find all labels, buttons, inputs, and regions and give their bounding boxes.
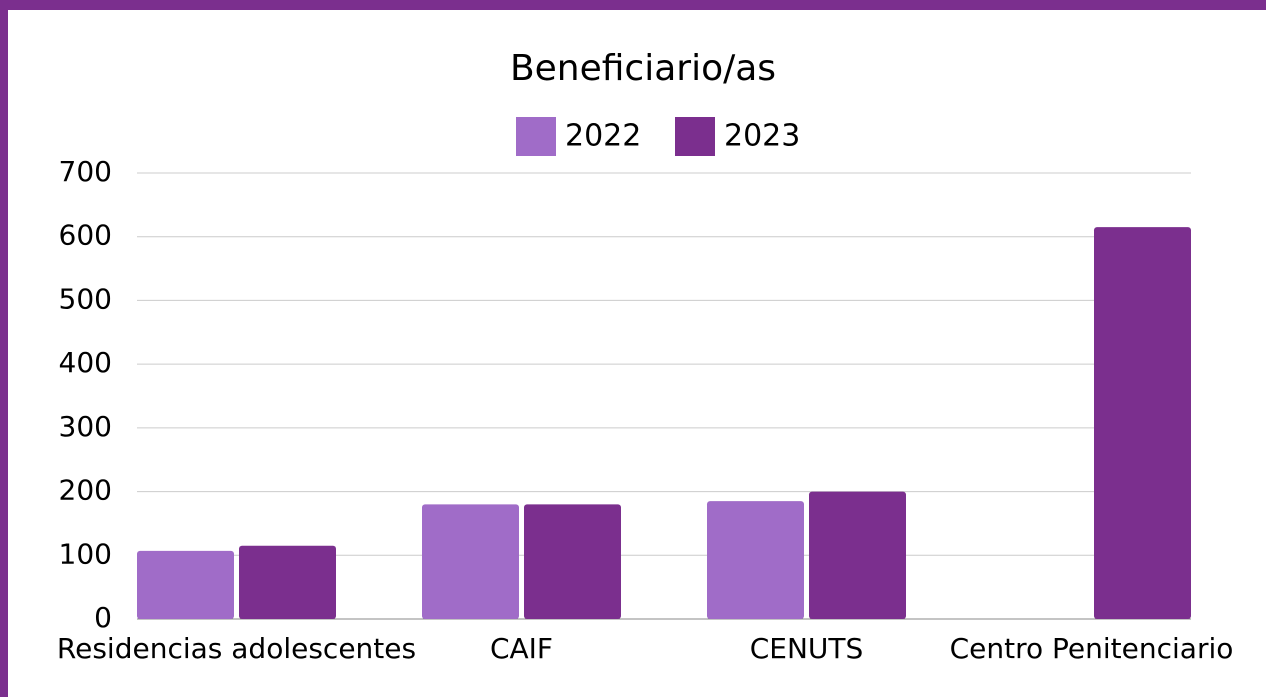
y-tick-label: 600 bbox=[59, 219, 112, 252]
bar bbox=[707, 501, 804, 619]
x-tick-label: Residencias adolescentes bbox=[57, 632, 416, 665]
y-tick-label: 0 bbox=[94, 601, 112, 634]
y-tick-label: 700 bbox=[59, 155, 112, 188]
bar bbox=[524, 504, 621, 619]
bar bbox=[1094, 227, 1191, 619]
bar bbox=[137, 550, 234, 619]
x-tick-label: CENUTS bbox=[750, 632, 864, 665]
y-tick-label: 500 bbox=[59, 282, 112, 315]
legend-label: 2022 bbox=[565, 119, 641, 154]
y-tick-label: 200 bbox=[59, 474, 112, 507]
x-tick-label: Centro Penitenciario bbox=[950, 632, 1234, 665]
bar bbox=[809, 491, 906, 619]
legend-swatch bbox=[516, 117, 556, 156]
bar bbox=[239, 545, 336, 619]
y-tick-label: 100 bbox=[59, 537, 112, 570]
legend-swatch bbox=[675, 117, 715, 156]
legend-label: 2023 bbox=[724, 119, 800, 154]
y-tick-label: 400 bbox=[59, 346, 112, 379]
y-tick-label: 300 bbox=[59, 410, 112, 443]
x-tick-label: CAIF bbox=[490, 632, 553, 665]
chart-title: Beneficiario/as bbox=[510, 48, 776, 89]
bar bbox=[422, 504, 519, 619]
